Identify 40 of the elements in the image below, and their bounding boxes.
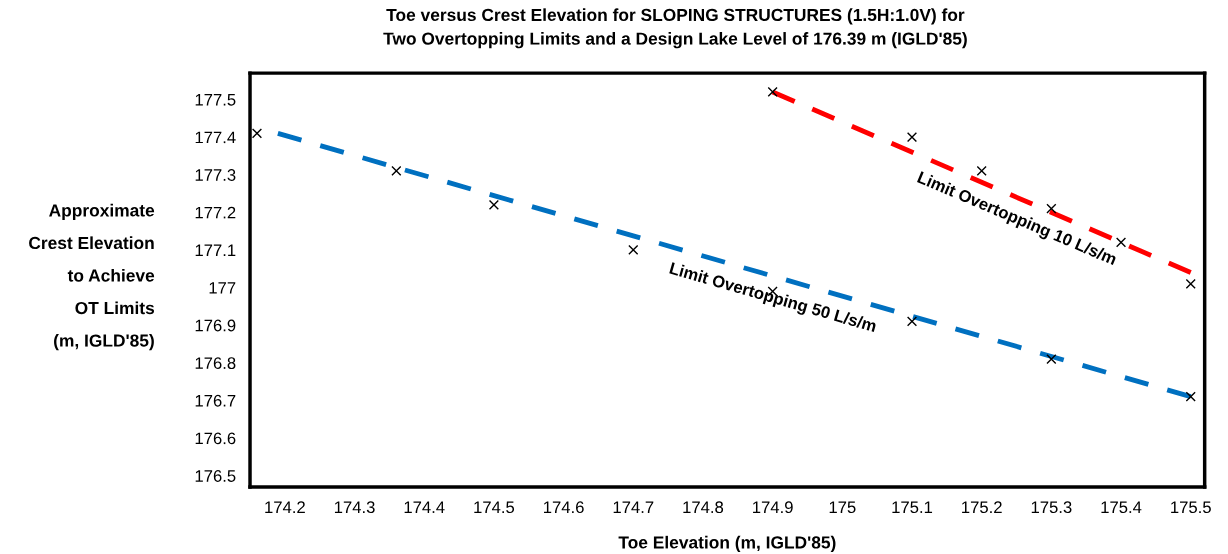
point (488, 199, 499, 210)
x-tick-label: 174.8 (683, 501, 724, 514)
x-tick-label: 175 (829, 501, 856, 514)
x-axis-title: Toe Elevation (m, IGLD'85) (618, 535, 836, 553)
y-axis-title: Approximate Crest Elevation to Achieve OT Limits (m, IGLD'85) (29, 203, 155, 351)
point (906, 131, 918, 143)
point (1185, 391, 1196, 402)
x-tick-label: 174.3 (334, 501, 375, 514)
x-tick-label: 175.2 (962, 501, 1002, 514)
y-tick-label: 176.8 (195, 357, 236, 370)
point (391, 165, 402, 177)
x-tick-label: 174.6 (544, 501, 584, 514)
y-tick-label: 177.1 (195, 244, 236, 256)
point (1046, 353, 1057, 365)
y-tick-label: 177 (209, 282, 236, 294)
x-tick-label: 174.7 (613, 501, 654, 513)
x-tick-label: 175.5 (1171, 501, 1211, 514)
y-tick-label: 176.6 (195, 432, 236, 445)
y-tick-label: 177.2 (195, 206, 236, 219)
x-tick-label: 174.9 (753, 501, 793, 514)
y-tick-label: 177.3 (195, 169, 236, 181)
point (628, 244, 639, 256)
y-tick-label: 176.7 (195, 394, 236, 407)
point (1115, 237, 1127, 248)
x-tick-label: 174.2 (265, 501, 305, 513)
point (251, 128, 263, 139)
point (767, 86, 778, 98)
point (906, 316, 918, 327)
x-tick-label: 175.4 (1101, 501, 1142, 514)
x-tick-label: 174.4 (404, 501, 445, 513)
y-tick-label: 176.5 (195, 470, 236, 482)
y-tick-label: 177.5 (195, 94, 236, 106)
x-tick-label: 175.3 (1031, 501, 1072, 514)
chart-title: Toe versus Crest Elevation for SLOPING STRUCTURES (1.5H:1.0V) for Two Overtopping Limits and a Design Lake Level of 176.39 m (IGLD'85) (383, 8, 967, 49)
y-tick-label: 177.4 (195, 131, 236, 144)
point (976, 165, 987, 177)
x-tick-label: 174.5 (474, 501, 515, 514)
point (1185, 278, 1196, 289)
x-tick-label: 175.1 (892, 501, 933, 514)
y-tick-label: 176.9 (195, 319, 236, 332)
